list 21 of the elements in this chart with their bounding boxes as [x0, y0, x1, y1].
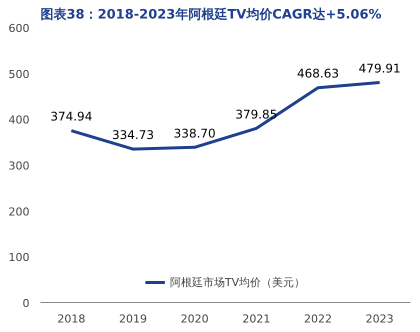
y-tick-label: 600 [8, 22, 30, 35]
x-tick-label: 2019 [119, 312, 148, 326]
data-label: 479.91 [358, 62, 401, 76]
chart-title: 图表38：2018-2023年阿根廷TV均价CAGR达+5.06% [40, 6, 382, 22]
y-tick-label: 0 [22, 297, 30, 310]
y-tick-label: 300 [8, 160, 30, 172]
data-label: 334.73 [112, 128, 154, 142]
x-tick-label: 2023 [366, 312, 394, 326]
data-label: 379.85 [235, 107, 278, 122]
data-label: 374.94 [50, 110, 92, 124]
data-label: 338.70 [174, 126, 216, 140]
y-tick-label: 100 [8, 251, 30, 264]
y-tick-label: 500 [8, 68, 30, 81]
x-tick-label: 2022 [304, 312, 332, 326]
x-tick-label: 2018 [57, 312, 86, 326]
y-tick-label: 400 [8, 114, 30, 127]
data-label: 468.63 [297, 66, 340, 81]
y-tick-label: 200 [8, 205, 30, 218]
x-tick-label: 2021 [242, 312, 270, 326]
x-tick-label: 2020 [180, 312, 209, 326]
legend-label: 阿根廷市场TV均价（美元） [170, 274, 306, 290]
